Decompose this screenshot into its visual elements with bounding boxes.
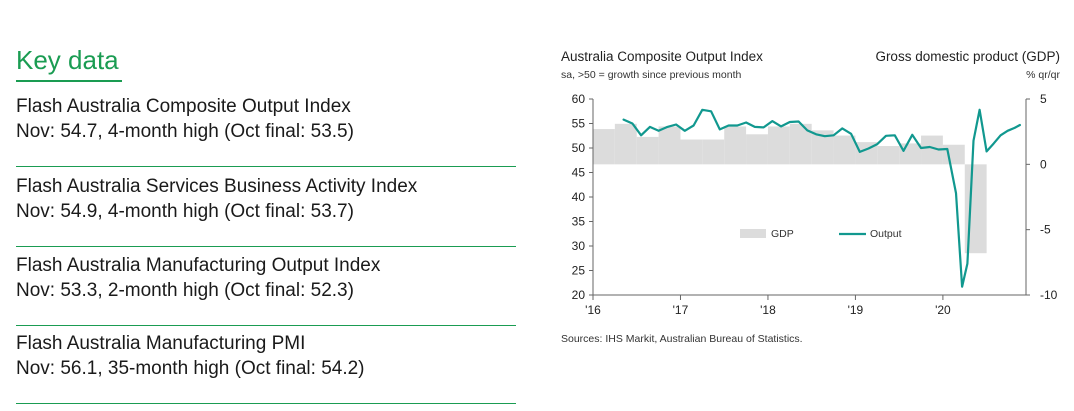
gdp-bar [702,139,725,165]
legend-gdp-label: GDP [771,228,794,240]
gdp-bar [811,130,834,165]
legend-output-label: Output [870,228,902,240]
key-data-item-detail: Nov: 54.7, 4-month high (Oct final: 53.5… [16,121,354,142]
left-tick-label: 60 [572,92,586,106]
gdp-bar [724,126,747,165]
key-data-item: Flash Australia Composite Output Index N… [16,94,516,167]
x-tick-label: '17 [673,303,689,317]
left-tick-label: 30 [572,239,586,253]
gdp-bar [680,139,703,165]
chart-legend: GDP Output [740,228,902,240]
right-tick-label: 0 [1040,157,1047,171]
gdp-bar [593,129,615,165]
left-tick-label: 50 [572,141,586,155]
right-tick-label: 5 [1040,92,1047,106]
right-tick-label: -5 [1040,223,1051,237]
key-data-title-underline [16,80,122,82]
chart-subtitle-left: sa, >50 = growth since previous month [561,69,742,81]
key-data-item: Flash Australia Manufacturing Output Ind… [16,253,516,326]
legend-gdp-swatch [740,229,766,238]
gdp-output-chart: Australia Composite Output Index sa, >50… [540,40,1070,360]
chart-svg: Australia Composite Output Index sa, >50… [561,49,1061,345]
output-line [622,108,1021,288]
gdp-bar [942,144,965,165]
gdp-bar [658,126,681,165]
gdp-bar [877,146,900,165]
left-tick-label: 55 [572,117,586,131]
left-tick-label: 20 [572,288,586,302]
x-tick-label: '20 [935,303,951,317]
left-tick-label: 40 [572,190,586,204]
key-data-title: Key data [16,45,119,75]
gdp-bar [636,136,659,165]
key-data-item: Flash Australia Services Business Activi… [16,174,516,247]
key-data-item-name: Flash Australia Composite Output Index [16,96,351,117]
x-tick-label: '19 [848,303,864,317]
x-tick-label: '18 [760,303,776,317]
left-tick-label: 35 [572,215,586,229]
chart-title-right: Gross domestic product (GDP) [875,49,1060,64]
key-data-header: Key data [16,40,122,82]
gdp-bar [833,135,856,165]
chart-source: Sources: IHS Markit, Australian Bureau o… [561,333,803,345]
left-tick-label: 45 [572,166,586,180]
gdp-bar [767,126,790,165]
gdp-bar [614,123,637,165]
chart-title-left: Australia Composite Output Index [561,49,763,64]
right-tick-label: -10 [1040,288,1058,302]
chart-subtitle-right: % qr/qr [1026,69,1060,81]
gdp-bar [746,134,768,165]
key-data-item-name: Flash Australia Services Business Activi… [16,176,418,197]
x-tick-label: '16 [585,303,601,317]
gdp-bar [921,135,943,165]
key-data-item-detail: Nov: 56.1, 35-month high (Oct final: 54.… [16,358,365,379]
key-data-item-name: Flash Australia Manufacturing Output Ind… [16,255,381,276]
gdp-bar [789,123,812,165]
key-data-item-detail: Nov: 53.3, 2-month high (Oct final: 52.3… [16,280,354,301]
key-data-item-name: Flash Australia Manufacturing PMI [16,333,306,354]
key-data-item-detail: Nov: 54.9, 4-month high (Oct final: 53.7… [16,201,354,222]
left-tick-label: 25 [572,264,586,278]
key-data-item: Flash Australia Manufacturing PMI Nov: 5… [16,331,516,404]
gdp-bar [899,143,922,165]
